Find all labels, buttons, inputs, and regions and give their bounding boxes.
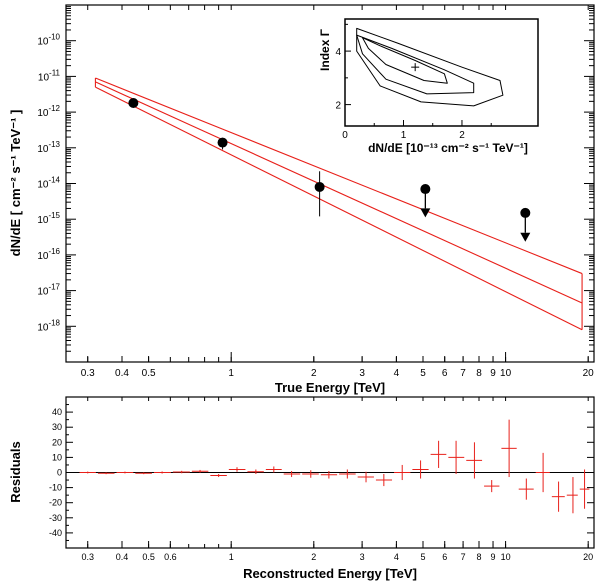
spectrum-y-tick-label: 10-12 (37, 104, 60, 119)
residuals-x-tick-label: 10 (501, 552, 511, 562)
inset-y-axis-title: Index Γ (318, 28, 332, 71)
spectrum-x-tick-label: 6 (442, 368, 448, 379)
spectrum-y-tick-label: 10-13 (37, 140, 60, 155)
inset-x-tick-label: 1 (401, 130, 407, 141)
residuals-y-tick-label: 30 (52, 422, 62, 432)
residuals-y-tick-label: 10 (52, 452, 62, 462)
residuals-series (66, 419, 594, 514)
confidence-contour-1 (362, 37, 448, 84)
spectrum-y-axis-title: dN/dE [ cm⁻² s⁻¹ TeV⁻¹ ] (8, 110, 23, 257)
spectrum-y-tick-label: 10-14 (37, 176, 60, 191)
residuals-x-tick-label: 0.5 (142, 552, 155, 562)
residuals-x-tick-label: 4 (394, 552, 399, 562)
residuals-x-tick-label: 0.4 (116, 552, 129, 562)
residuals-x-tick-label: 6 (442, 552, 447, 562)
residuals-x-tick-label: 1 (229, 552, 234, 562)
spectrum-y-tick-label: 10-15 (37, 211, 60, 226)
residuals-x-tick-label: 2 (311, 552, 316, 562)
residuals-ticks: 0.3 0.4 0.5 0.6 1 2 3 4 5 6 7 8 9 10 20 -40 -30 -20 -10 0 10… (49, 397, 594, 562)
spectrum-y-tick-label: 10-18 (37, 318, 60, 333)
spectrum-x-tick-label: 10 (500, 368, 512, 379)
residuals-x-tick-label: 20 (583, 552, 593, 562)
residuals-x-tick-label: 9 (491, 552, 496, 562)
spectrum-x-tick-label: 20 (583, 368, 595, 379)
residuals-x-tick-label: 7 (461, 552, 466, 562)
residuals-panel: 0.3 0.4 0.5 0.6 1 2 3 4 5 6 7 8 9 10 20 -40 -30 -20 -10 0 10… (8, 396, 595, 581)
residuals-x-tick-label: 0.3 (81, 552, 94, 562)
inset-x-axis-title: dN/dE [10⁻¹³ cm⁻² s⁻¹ TeV⁻¹] (368, 141, 528, 155)
spectrum-x-tick-label: 5 (420, 368, 426, 379)
residuals-x-tick-label: 3 (360, 552, 365, 562)
upper-limit-arrow (520, 232, 531, 242)
residuals-y-tick-label: -30 (49, 513, 62, 523)
residuals-y-tick-label: -10 (49, 483, 62, 493)
residuals-y-axis-title: Residuals (8, 441, 23, 502)
inset-y-tick-label: 2 (335, 101, 341, 112)
spectrum-x-tick-label: 3 (359, 368, 365, 379)
inset-series (356, 27, 504, 107)
model-line-best-fit (95, 81, 583, 304)
residuals-y-tick-label: 20 (52, 437, 62, 447)
spectrum-x-tick-label: 0.5 (142, 368, 156, 379)
spectrum-x-tick-label: 2 (311, 368, 317, 379)
spectrum-x-axis-title: True Energy [TeV] (275, 380, 385, 395)
inset-frame (344, 18, 539, 127)
residuals-x-tick-label: 8 (476, 552, 481, 562)
spectrum-y-tick-label: 10-17 (37, 283, 60, 298)
residuals-y-tick-label: -20 (49, 498, 62, 508)
residuals-x-axis-title: Reconstructed Energy [TeV] (243, 566, 417, 581)
spectrum-y-tick-label: 10-11 (38, 68, 61, 83)
spectrum-series (94, 77, 583, 331)
spectrum-data-point (128, 97, 139, 108)
spectrum-y-tick-label: 10-16 (37, 247, 60, 262)
spectrum-panel: 0.3 0.4 0.5 1 2 3 4 5 6 7 8 9 10 2010-1810-1710-1610-… (8, 4, 595, 395)
residuals-y-tick-label: 0 (57, 468, 62, 478)
spectrum-x-tick-label: 9 (490, 368, 496, 379)
inset-x-tick-label: 0 (342, 130, 348, 141)
spectrum-ticks: 0.3 0.4 0.5 1 2 3 4 5 6 7 8 9 10 2010-1810-1710-1610-… (37, 4, 595, 379)
model-line-lower (95, 86, 583, 331)
spectrum-x-tick-label: 7 (460, 368, 466, 379)
spectrum-data-point (314, 181, 325, 192)
spectrum-x-tick-label: 4 (394, 368, 400, 379)
residuals-y-tick-label: -40 (49, 528, 62, 538)
residuals-x-tick-label: 5 (420, 552, 425, 562)
spectrum-x-tick-label: 0.4 (115, 368, 129, 379)
upper-limit-arrow (420, 208, 431, 218)
spectrum-x-tick-label: 8 (476, 368, 482, 379)
inset-panel: 0 1 2 2 4 dN/dE [10⁻¹³ cm⁻² s⁻¹ TeV⁻¹] Index… (318, 18, 539, 155)
inset-x-tick-label: 2 (459, 130, 465, 141)
model-line-upper (95, 77, 583, 275)
residuals-y-tick-label: 40 (52, 407, 62, 417)
spectrum-x-tick-label: 0.3 (81, 368, 95, 379)
confidence-contour-3 (356, 27, 504, 107)
inset-ticks: 0 1 2 2 4 (335, 23, 492, 141)
spectrum-x-tick-label: 1 (228, 368, 234, 379)
residuals-x-tick-label: 0.6 (164, 552, 177, 562)
spectrum-data-point (217, 137, 228, 148)
confidence-contour-2 (356, 34, 475, 95)
inset-y-tick-label: 4 (335, 47, 341, 58)
spectrum-y-tick-label: 10-10 (37, 33, 60, 48)
